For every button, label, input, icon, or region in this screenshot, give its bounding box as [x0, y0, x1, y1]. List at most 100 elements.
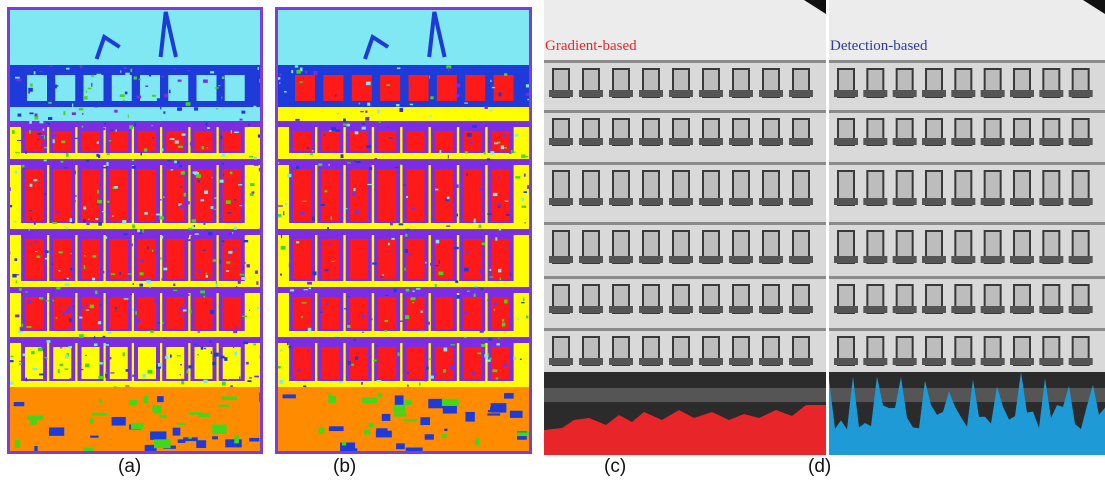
window	[406, 347, 425, 379]
noise-speckle	[106, 162, 109, 166]
noise-speckle	[238, 184, 243, 186]
noise-speckle	[506, 213, 510, 216]
noise-speckle	[380, 276, 384, 278]
noise-speckle	[487, 213, 492, 216]
noise-speckle	[348, 100, 353, 104]
noise-speckle	[96, 141, 99, 144]
noise-speckle	[420, 310, 423, 313]
window-glass	[764, 338, 778, 364]
noise-speckle	[257, 67, 260, 70]
window-balcony	[980, 198, 1005, 205]
noise-speckle	[248, 155, 254, 158]
shop-detail	[328, 395, 337, 404]
roof-window	[465, 75, 486, 101]
noise-speckle	[478, 224, 482, 229]
rooftop-structure	[363, 33, 390, 60]
noise-speckle	[365, 81, 371, 86]
shop-detail	[381, 413, 391, 421]
noise-speckle	[92, 255, 97, 258]
window	[463, 297, 482, 329]
noise-speckle	[394, 166, 399, 169]
noise-speckle	[123, 66, 127, 69]
noise-speckle	[446, 225, 451, 227]
window-glass	[704, 172, 718, 204]
noise-speckle	[154, 299, 159, 303]
shop-detail	[378, 392, 383, 398]
cornice-line	[544, 162, 826, 165]
noise-speckle	[21, 260, 23, 262]
noise-speckle	[37, 347, 43, 352]
noise-speckle	[404, 248, 408, 253]
noise-speckle	[445, 198, 449, 202]
noise-speckle	[52, 134, 58, 137]
shop-detail	[172, 427, 181, 436]
noise-speckle	[187, 239, 192, 242]
noise-speckle	[180, 186, 182, 188]
noise-speckle	[502, 363, 508, 367]
noise-speckle	[301, 316, 303, 319]
window-glass	[839, 338, 853, 364]
noise-speckle	[89, 304, 95, 309]
noise-speckle	[95, 290, 98, 295]
window	[349, 131, 368, 151]
window	[194, 239, 213, 279]
noise-speckle	[10, 115, 14, 119]
window	[25, 169, 43, 221]
cornice-line	[829, 276, 1105, 279]
noise-speckle	[45, 300, 50, 302]
window	[434, 169, 453, 221]
noise-speckle	[326, 229, 330, 234]
shop-detail	[177, 439, 186, 443]
noise-speckle	[231, 232, 234, 234]
noise-speckle	[190, 342, 195, 346]
noise-speckle	[91, 75, 95, 78]
noise-speckle	[233, 248, 236, 251]
noise-speckle	[354, 356, 359, 361]
window-balcony	[699, 90, 723, 97]
noise-speckle	[180, 205, 184, 209]
roof-window	[83, 75, 104, 101]
noise-speckle	[122, 352, 125, 357]
noise-speckle	[232, 345, 235, 348]
noise-speckle	[365, 116, 370, 121]
window-balcony	[951, 358, 976, 365]
noise-speckle	[407, 372, 409, 374]
noise-speckle	[209, 340, 212, 344]
window-glass	[839, 172, 853, 204]
window-balcony	[669, 138, 693, 145]
window-glass	[644, 286, 658, 312]
noise-speckle	[110, 138, 112, 140]
noise-speckle	[101, 210, 105, 213]
noise-speckle	[33, 222, 36, 225]
noise-speckle	[29, 243, 32, 245]
noise-speckle	[65, 152, 69, 157]
window-balcony	[892, 198, 917, 205]
window-glass	[1015, 70, 1029, 96]
roof-window	[295, 75, 315, 101]
noise-speckle	[62, 311, 65, 316]
noise-speckle	[132, 224, 136, 229]
shop-detail	[34, 446, 38, 452]
noise-speckle	[74, 137, 79, 139]
noise-speckle	[362, 295, 365, 299]
noise-speckle	[429, 115, 432, 118]
noise-speckle	[21, 323, 24, 328]
window-balcony	[951, 256, 976, 263]
noise-speckle	[228, 233, 232, 235]
cornice-line	[544, 276, 826, 279]
noise-speckle	[391, 237, 395, 240]
noise-speckle	[331, 260, 335, 262]
noise-speckle	[399, 108, 404, 113]
noise-speckle	[223, 173, 225, 176]
cornice-line	[829, 60, 1105, 63]
noise-speckle	[139, 259, 144, 263]
noise-speckle	[434, 372, 437, 376]
window-glass	[839, 286, 853, 312]
noise-speckle	[179, 374, 181, 376]
noise-speckle	[107, 200, 110, 203]
noise-speckle	[491, 86, 495, 89]
shop-detail	[475, 438, 480, 446]
noise-speckle	[481, 242, 486, 246]
noise-speckle	[91, 82, 93, 87]
noise-speckle	[34, 113, 38, 117]
